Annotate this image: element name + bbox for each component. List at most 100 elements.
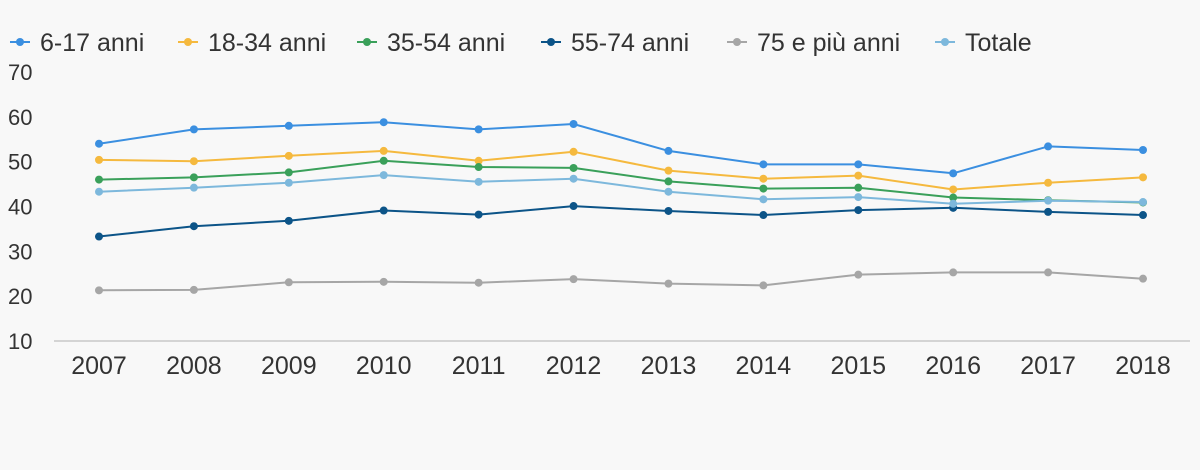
data-point[interactable] xyxy=(379,277,388,286)
data-point[interactable] xyxy=(95,232,103,241)
series-line xyxy=(98,159,1144,204)
data-point[interactable] xyxy=(284,278,293,287)
data-point[interactable] xyxy=(759,281,768,290)
data-point[interactable] xyxy=(1044,178,1053,187)
data-point[interactable] xyxy=(1139,211,1147,220)
data-point[interactable] xyxy=(284,151,293,160)
data-point[interactable] xyxy=(949,169,958,178)
data-point[interactable] xyxy=(379,118,388,127)
legend-label: 75 e più anni xyxy=(757,29,900,57)
y-tick-label: 30 xyxy=(8,239,32,264)
data-point[interactable] xyxy=(664,279,673,288)
data-point[interactable] xyxy=(569,174,578,183)
x-tick-label: 2015 xyxy=(830,352,886,380)
data-point[interactable] xyxy=(759,160,768,169)
legend-item[interactable]: 55-74 anni xyxy=(541,29,689,57)
data-point[interactable] xyxy=(569,147,578,156)
data-point[interactable] xyxy=(95,139,103,148)
data-point[interactable] xyxy=(189,125,198,134)
data-point[interactable] xyxy=(95,155,103,164)
legend-marker xyxy=(16,38,24,46)
data-point[interactable] xyxy=(949,185,958,194)
data-point[interactable] xyxy=(95,286,103,295)
data-point[interactable] xyxy=(664,206,673,215)
y-axis: 10 20 30 40 50 60 70 xyxy=(8,60,32,354)
data-point[interactable] xyxy=(284,178,293,187)
legend-item[interactable]: 75 e più anni xyxy=(727,29,900,57)
data-point[interactable] xyxy=(474,177,483,186)
data-point[interactable] xyxy=(569,275,578,284)
data-point[interactable] xyxy=(474,278,483,287)
data-point[interactable] xyxy=(854,193,863,202)
data-point[interactable] xyxy=(759,211,768,220)
data-point[interactable] xyxy=(949,199,958,208)
data-point[interactable] xyxy=(284,168,293,177)
data-point[interactable] xyxy=(284,121,293,130)
data-point[interactable] xyxy=(1044,196,1053,205)
data-point[interactable] xyxy=(379,156,388,165)
data-point[interactable] xyxy=(1044,142,1053,151)
legend-label: 18-34 anni xyxy=(208,29,326,57)
legend-item[interactable]: 18-34 anni xyxy=(178,29,326,57)
data-point[interactable] xyxy=(569,163,578,172)
data-point[interactable] xyxy=(759,195,768,204)
data-point[interactable] xyxy=(189,222,198,231)
data-point[interactable] xyxy=(854,206,863,215)
legend-marker xyxy=(547,38,555,46)
x-tick-label: 2007 xyxy=(71,352,127,380)
data-point[interactable] xyxy=(189,183,198,192)
series-line xyxy=(98,149,1144,191)
data-point[interactable] xyxy=(854,270,863,279)
x-tick-label: 2009 xyxy=(261,352,317,380)
legend-item[interactable]: Totale xyxy=(935,29,1032,57)
plot-area xyxy=(95,118,1147,295)
data-point[interactable] xyxy=(569,202,578,211)
x-tick-label: 2014 xyxy=(736,352,792,380)
data-point[interactable] xyxy=(284,216,293,225)
data-point[interactable] xyxy=(1044,268,1053,277)
series-line xyxy=(98,174,1144,205)
data-point[interactable] xyxy=(379,206,388,215)
x-tick-label: 2016 xyxy=(925,352,981,380)
legend-marker xyxy=(184,38,192,46)
legend-marker xyxy=(941,38,949,46)
data-point[interactable] xyxy=(189,173,198,182)
series-2 xyxy=(95,146,1147,194)
data-point[interactable] xyxy=(1044,207,1053,216)
data-point[interactable] xyxy=(949,268,958,277)
data-point[interactable] xyxy=(854,160,863,169)
data-point[interactable] xyxy=(474,156,483,165)
data-point[interactable] xyxy=(664,187,673,196)
data-point[interactable] xyxy=(379,171,388,180)
data-point[interactable] xyxy=(1139,173,1147,182)
data-point[interactable] xyxy=(379,146,388,155)
data-point[interactable] xyxy=(1139,274,1147,283)
series-line xyxy=(98,271,1144,292)
data-point[interactable] xyxy=(569,120,578,129)
data-point[interactable] xyxy=(1139,146,1147,155)
data-point[interactable] xyxy=(189,285,198,294)
data-point[interactable] xyxy=(664,146,673,155)
data-point[interactable] xyxy=(474,163,483,172)
legend-item[interactable]: 35-54 anni xyxy=(357,29,505,57)
data-point[interactable] xyxy=(949,193,958,202)
y-tick-label: 60 xyxy=(8,105,32,130)
data-point[interactable] xyxy=(189,157,198,166)
legend-item[interactable]: 6-17 anni xyxy=(10,29,144,57)
data-point[interactable] xyxy=(854,171,863,180)
data-point[interactable] xyxy=(474,125,483,134)
data-point[interactable] xyxy=(664,166,673,175)
series-line xyxy=(98,205,1144,238)
legend: 6-17 anni 18-34 anni 35-54 anni 55-74 anni 7… xyxy=(10,29,1032,57)
data-point[interactable] xyxy=(664,177,673,186)
data-point[interactable] xyxy=(95,187,103,196)
data-point[interactable] xyxy=(474,210,483,219)
data-point[interactable] xyxy=(1139,198,1147,207)
y-tick-label: 50 xyxy=(8,150,32,175)
data-point[interactable] xyxy=(854,183,863,192)
data-point[interactable] xyxy=(95,175,103,184)
data-point[interactable] xyxy=(759,184,768,193)
y-tick-label: 20 xyxy=(8,284,32,309)
data-point[interactable] xyxy=(759,174,768,183)
